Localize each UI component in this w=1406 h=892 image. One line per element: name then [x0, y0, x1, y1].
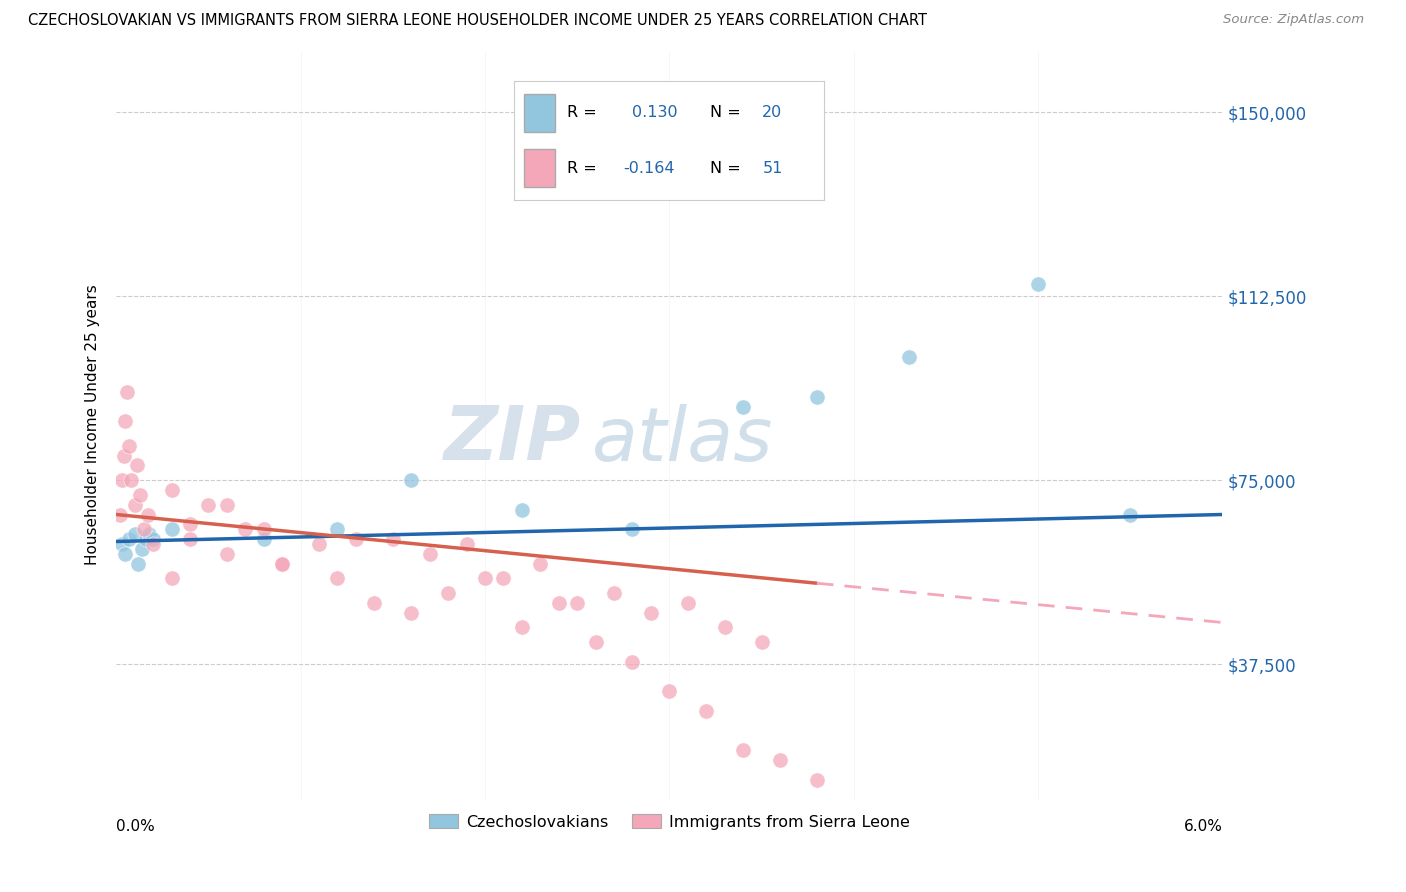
Point — [179, 532, 201, 546]
Point — [124, 527, 146, 541]
Point — [129, 488, 152, 502]
Point — [733, 400, 755, 414]
Point — [363, 596, 385, 610]
Point — [806, 390, 828, 404]
Point — [344, 532, 367, 546]
Point — [621, 655, 644, 669]
Text: 0.0%: 0.0% — [117, 819, 155, 834]
Point — [381, 532, 404, 546]
Point — [399, 473, 422, 487]
Text: Source: ZipAtlas.com: Source: ZipAtlas.com — [1223, 13, 1364, 27]
Point — [120, 473, 142, 487]
Point — [253, 532, 276, 546]
Point — [136, 508, 159, 522]
Point — [233, 522, 256, 536]
Point — [326, 522, 349, 536]
Point — [160, 483, 183, 497]
Point — [108, 508, 131, 522]
Point — [111, 473, 134, 487]
Legend: Czechoslovakians, Immigrants from Sierra Leone: Czechoslovakians, Immigrants from Sierra… — [423, 807, 915, 836]
Point — [1119, 508, 1142, 522]
Point — [179, 517, 201, 532]
Point — [131, 541, 153, 556]
Point — [124, 498, 146, 512]
Point — [326, 571, 349, 585]
Point — [510, 502, 533, 516]
Point — [733, 743, 755, 757]
Point — [215, 498, 238, 512]
Text: ZIP: ZIP — [444, 403, 581, 476]
Point — [117, 384, 139, 399]
Point — [118, 439, 141, 453]
Point — [419, 547, 441, 561]
Point — [127, 557, 149, 571]
Point — [138, 527, 160, 541]
Point — [713, 620, 735, 634]
Point — [565, 596, 588, 610]
Point — [898, 351, 921, 365]
Text: CZECHOSLOVAKIAN VS IMMIGRANTS FROM SIERRA LEONE HOUSEHOLDER INCOME UNDER 25 YEAR: CZECHOSLOVAKIAN VS IMMIGRANTS FROM SIERR… — [28, 13, 927, 29]
Point — [125, 458, 148, 473]
Point — [271, 557, 294, 571]
Point — [769, 753, 792, 767]
Point — [160, 522, 183, 536]
Point — [118, 532, 141, 546]
Point — [308, 537, 330, 551]
Point — [640, 606, 662, 620]
Point — [437, 586, 460, 600]
Point — [529, 557, 551, 571]
Point — [658, 684, 681, 698]
Point — [603, 586, 626, 600]
Point — [142, 532, 165, 546]
Point — [751, 635, 773, 649]
Point — [474, 571, 496, 585]
Point — [112, 449, 135, 463]
Point — [510, 620, 533, 634]
Point — [676, 596, 699, 610]
Point — [114, 414, 136, 428]
Point — [135, 532, 157, 546]
Point — [142, 537, 165, 551]
Point — [492, 571, 515, 585]
Text: atlas: atlas — [592, 404, 773, 476]
Point — [399, 606, 422, 620]
Point — [806, 772, 828, 787]
Point — [114, 547, 136, 561]
Point — [271, 557, 294, 571]
Y-axis label: Householder Income Under 25 years: Householder Income Under 25 years — [86, 285, 100, 566]
Text: 6.0%: 6.0% — [1184, 819, 1222, 834]
Point — [621, 522, 644, 536]
Point — [695, 704, 717, 718]
Point — [160, 571, 183, 585]
Point — [585, 635, 607, 649]
Point — [111, 537, 134, 551]
Point — [215, 547, 238, 561]
Point — [253, 522, 276, 536]
Point — [547, 596, 569, 610]
Point — [1026, 277, 1049, 291]
Point — [456, 537, 478, 551]
Point — [132, 522, 155, 536]
Point — [197, 498, 219, 512]
